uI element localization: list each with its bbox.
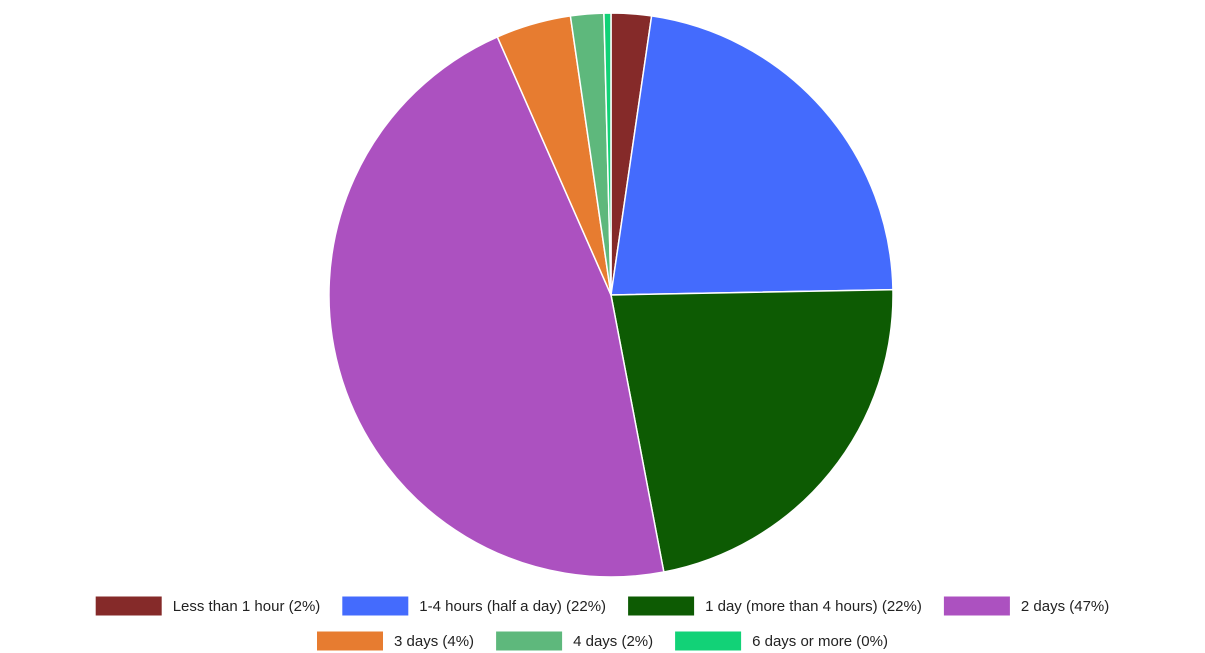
legend-label-1: 1-4 hours (half a day) (22%) xyxy=(419,598,606,615)
pie-slice-2[interactable] xyxy=(610,288,894,573)
legend-swatch-5 xyxy=(496,631,563,651)
legend-swatch-3 xyxy=(943,596,1010,616)
pie-slice-3[interactable] xyxy=(328,36,665,578)
legend-label-5: 4 days (2%) xyxy=(573,633,653,650)
legend-swatch-4 xyxy=(317,631,383,651)
pie-slices xyxy=(328,12,894,578)
legend-label-4: 3 days (4%) xyxy=(394,633,474,650)
legend-item-3[interactable]: 2 days (47%) xyxy=(943,596,1109,616)
legend-swatch-6 xyxy=(675,631,742,651)
legend-label-6: 6 days or more (0%) xyxy=(752,633,888,650)
legend-item-6[interactable]: 6 days or more (0%) xyxy=(675,631,888,651)
legend-item-5[interactable]: 4 days (2%) xyxy=(496,631,653,651)
legend-item-2[interactable]: 1 day (more than 4 hours) (22%) xyxy=(628,596,922,616)
legend-label-2: 1 day (more than 4 hours) (22%) xyxy=(705,598,922,615)
legend-item-1[interactable]: 1-4 hours (half a day) (22%) xyxy=(342,596,606,616)
legend-item-0[interactable]: Less than 1 hour (2%) xyxy=(95,596,321,616)
legend-swatch-2 xyxy=(628,596,695,616)
chart-legend: Less than 1 hour (2%) 1-4 hours (half a d… xyxy=(95,596,1109,651)
legend-label-0: Less than 1 hour (2%) xyxy=(173,598,321,615)
legend-swatch-0 xyxy=(95,596,162,616)
legend-label-3: 2 days (47%) xyxy=(1021,598,1109,615)
legend-swatch-1 xyxy=(342,596,409,616)
pie-slice-6[interactable] xyxy=(603,12,612,296)
legend-item-4[interactable]: 3 days (4%) xyxy=(317,631,474,651)
pie-slice-1[interactable] xyxy=(610,15,894,296)
